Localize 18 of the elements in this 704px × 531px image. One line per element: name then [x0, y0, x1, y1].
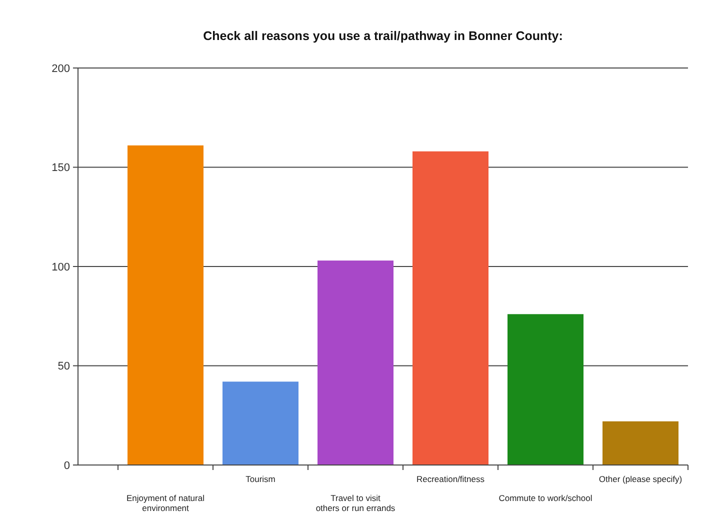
- x-tick-label: Recreation/fitness: [416, 474, 485, 484]
- y-tick-label: 200: [52, 62, 70, 75]
- bar: [602, 421, 678, 465]
- bar: [508, 314, 584, 465]
- x-tick-label: Travel to visit others or run errands: [316, 493, 396, 513]
- bar: [412, 151, 488, 465]
- x-tick-label: Commute to work/school: [498, 493, 592, 503]
- bar: [128, 145, 204, 465]
- y-tick-label: 50: [58, 360, 70, 373]
- chart-title: Check all reasons you use a trail/pathway in Bonner County:: [203, 29, 563, 43]
- y-tick-label: 0: [64, 460, 70, 472]
- bar: [318, 260, 394, 465]
- y-tick-label: 150: [52, 162, 70, 174]
- x-tick-label: Tourism: [246, 474, 276, 484]
- bar: [222, 382, 298, 465]
- x-tick-label: Other (please specify): [598, 474, 682, 484]
- x-tick-label: Enjoyment of natural environment: [126, 493, 205, 513]
- y-tick-label: 100: [52, 261, 70, 274]
